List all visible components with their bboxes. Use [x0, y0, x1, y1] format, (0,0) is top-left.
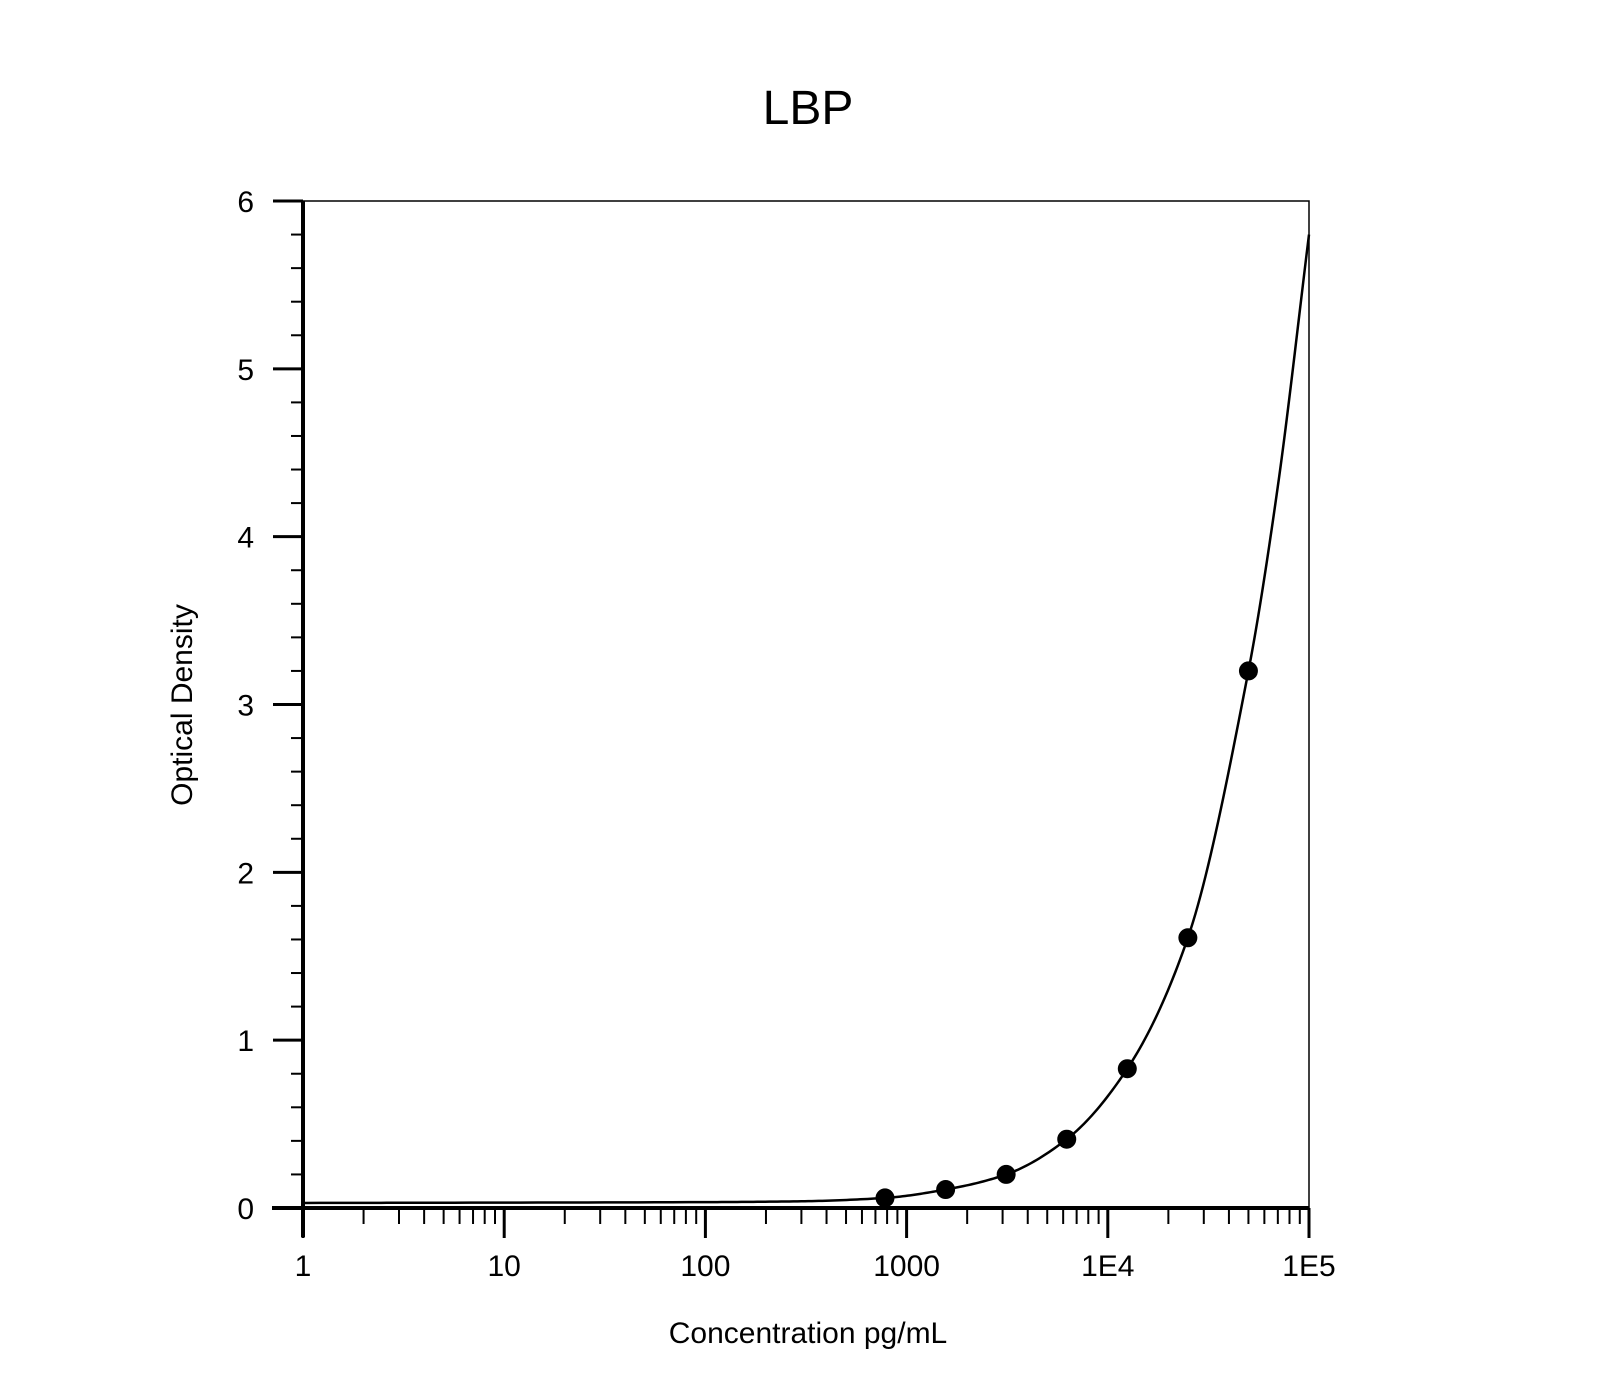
y-tick-label: 1 [237, 1025, 254, 1058]
y-axis-label: Optical Density [166, 604, 199, 806]
plot-frame [302, 200, 1310, 1209]
data-point [1117, 1059, 1137, 1079]
y-tick-label: 4 [237, 522, 254, 555]
data-point [1238, 661, 1258, 681]
data-point [1178, 928, 1198, 948]
chart-title: LBP [763, 82, 854, 135]
data-point [875, 1188, 895, 1208]
x-axis-label: Concentration pg/mL [669, 1317, 948, 1350]
data-point [1057, 1129, 1077, 1149]
y-tick-label: 2 [237, 857, 254, 890]
x-tick-label: 1E5 [1282, 1250, 1335, 1283]
x-tick-label: 1E4 [1081, 1250, 1134, 1283]
fit-curve [302, 234, 1311, 1205]
x-tick-label: 1 [295, 1250, 312, 1283]
data-point [996, 1164, 1016, 1184]
x-ticks: 1 10 100 1000 1E4 1E5 [295, 1208, 1336, 1283]
x-tick-label: 100 [680, 1250, 730, 1283]
y-tick-label: 6 [237, 186, 254, 219]
data-points [875, 661, 1258, 1208]
x-tick-label: 1000 [873, 1250, 940, 1283]
x-tick-label: 10 [488, 1250, 521, 1283]
y-tick-label: 0 [237, 1193, 254, 1226]
data-point [936, 1180, 956, 1200]
y-tick-label: 3 [237, 690, 254, 723]
y-tick-label: 5 [237, 354, 254, 387]
y-ticks: 0 1 2 3 4 5 6 [237, 186, 303, 1226]
